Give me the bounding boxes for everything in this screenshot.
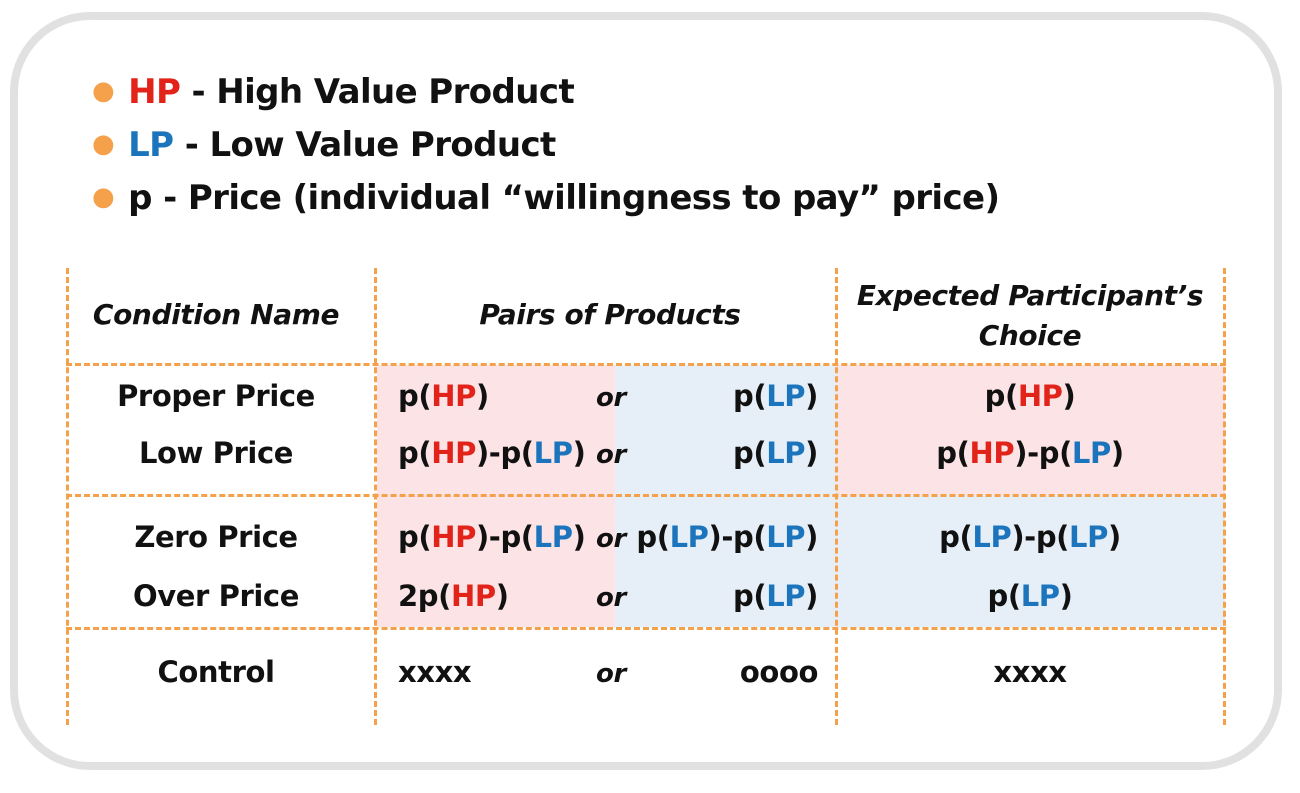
expected-choice-part: HP: [1017, 379, 1063, 413]
pair-left-part: HP: [431, 379, 476, 413]
legend-abbr-hp: HP: [128, 72, 181, 112]
expected-choice-cell: xxxx: [993, 654, 1067, 690]
pair-right-cell: p(LP): [733, 435, 818, 471]
condition-name-cell: Low Price: [138, 436, 294, 470]
pair-right-part: p(: [636, 520, 670, 554]
lp-shade-choice: [837, 495, 1225, 627]
expected-choice-part: HP: [969, 436, 1015, 470]
legend-item-price: ● p - Price (individual “willingness to p…: [92, 172, 1000, 225]
header-expected-choice-line2: Choice: [978, 319, 1082, 352]
expected-choice-part: LP: [1069, 520, 1108, 554]
expected-choice-part: p(: [984, 379, 1019, 413]
expected-choice-part: xxxx: [993, 655, 1067, 689]
expected-choice-part: LP: [1071, 436, 1111, 470]
pair-left-part: ): [475, 379, 489, 413]
expected-choice-part: )-p(: [1011, 520, 1070, 554]
bullet-icon: ●: [92, 76, 115, 106]
pair-left-part: LP: [533, 520, 573, 554]
condition-name-cell: Zero Price: [134, 520, 298, 554]
pair-left-part: HP: [431, 520, 476, 554]
header-condition-name: Condition Name: [92, 298, 340, 331]
or-label: or: [596, 440, 626, 470]
pair-left-cell: p(HP)-p(LP): [398, 435, 586, 471]
pair-right-part: LP: [766, 379, 806, 413]
expected-choice-cell: p(LP): [987, 578, 1072, 614]
pair-left-part: 2p(: [398, 579, 451, 613]
rounded-frame: [10, 12, 1282, 770]
pair-left-part: xxxx: [398, 655, 472, 689]
pair-right-cell: p(LP)-p(LP): [636, 519, 818, 555]
pair-right-part: ): [805, 436, 818, 470]
legend-text-hp: - High Value Product: [180, 72, 575, 112]
pair-right-cell: p(LP): [733, 378, 818, 414]
expected-choice-part: ): [1062, 379, 1076, 413]
legend-text-price: - Price (individual “willingness to pay”…: [151, 178, 1000, 218]
legend-abbr-lp: LP: [128, 125, 174, 165]
pair-left-part: )-p(: [475, 520, 534, 554]
expected-choice-cell: p(HP)-p(LP): [936, 435, 1124, 471]
header-expected-choice-line1: Expected Participant’s: [856, 279, 1204, 312]
pair-right-part: ): [805, 520, 818, 554]
pair-right-cell: p(LP): [733, 578, 818, 614]
pair-left-part: HP: [431, 436, 476, 470]
legend-text-lp: - Low Value Product: [173, 125, 557, 165]
pair-left-part: ): [495, 579, 509, 613]
grid-hline-1: [66, 363, 1226, 366]
pair-right-cell: oooo: [740, 654, 818, 690]
pair-right-part: )-p(: [708, 520, 767, 554]
expected-choice-part: p(: [939, 520, 973, 554]
header-pairs-of-products: Pairs of Products: [479, 298, 741, 331]
pair-left-cell: 2p(HP): [398, 578, 509, 614]
condition-name-cell: Over Price: [133, 579, 299, 613]
legend-abbr-price: p: [128, 178, 152, 218]
pair-left-cell: p(HP)-p(LP): [398, 519, 586, 555]
pair-right-part: LP: [766, 520, 806, 554]
expected-choice-part: ): [1110, 436, 1124, 470]
expected-choice-part: p(: [936, 436, 970, 470]
expected-choice-part: )-p(: [1014, 436, 1072, 470]
legend-item-hp: ● HP - High Value Product: [92, 66, 999, 119]
expected-choice-part: ): [1107, 520, 1121, 554]
pair-right-part: LP: [766, 579, 806, 613]
or-label: or: [596, 524, 626, 554]
pair-left-part: HP: [451, 579, 496, 613]
pair-left-cell: p(HP): [398, 378, 489, 414]
pair-right-part: LP: [766, 436, 806, 470]
or-label: or: [596, 583, 626, 613]
expected-choice-part: LP: [972, 520, 1012, 554]
condition-name-cell: Proper Price: [117, 379, 315, 413]
expected-choice-cell: p(HP): [985, 378, 1076, 414]
pair-right-part: ): [805, 579, 818, 613]
hp-shade-choice: [837, 365, 1225, 495]
grid-hline-2: [66, 494, 1226, 497]
pair-left-part: LP: [533, 436, 573, 470]
or-label: or: [596, 383, 626, 413]
pair-right-part: oooo: [739, 655, 818, 689]
pair-left-part: )-p(: [475, 436, 534, 470]
or-label: or: [596, 659, 626, 689]
pair-right-part: LP: [669, 520, 709, 554]
pair-right-part: p(: [732, 579, 767, 613]
pair-right-part: p(: [732, 436, 767, 470]
bullet-icon: ●: [92, 129, 115, 159]
expected-choice-part: p(: [987, 579, 1021, 613]
legend-item-lp: ● LP - Low Value Product: [92, 119, 999, 172]
expected-choice-part: ): [1059, 579, 1073, 613]
pair-right-part: p(: [732, 379, 767, 413]
bullet-icon: ●: [92, 182, 115, 212]
pair-left-part: p(: [398, 379, 432, 413]
pair-left-cell: xxxx: [398, 654, 472, 690]
pair-left-part: p(: [398, 436, 432, 470]
legend: ● HP - High Value Product ● LP - Low Value…: [92, 66, 1000, 225]
expected-choice-part: LP: [1020, 579, 1060, 613]
grid-hline-3: [66, 627, 1226, 630]
pair-right-part: ): [805, 379, 818, 413]
pair-left-part: p(: [398, 520, 432, 554]
pair-left-part: ): [572, 436, 586, 470]
pair-left-part: ): [572, 520, 586, 554]
expected-choice-cell: p(LP)-p(LP): [939, 519, 1121, 555]
condition-name-cell: Control: [157, 655, 275, 689]
